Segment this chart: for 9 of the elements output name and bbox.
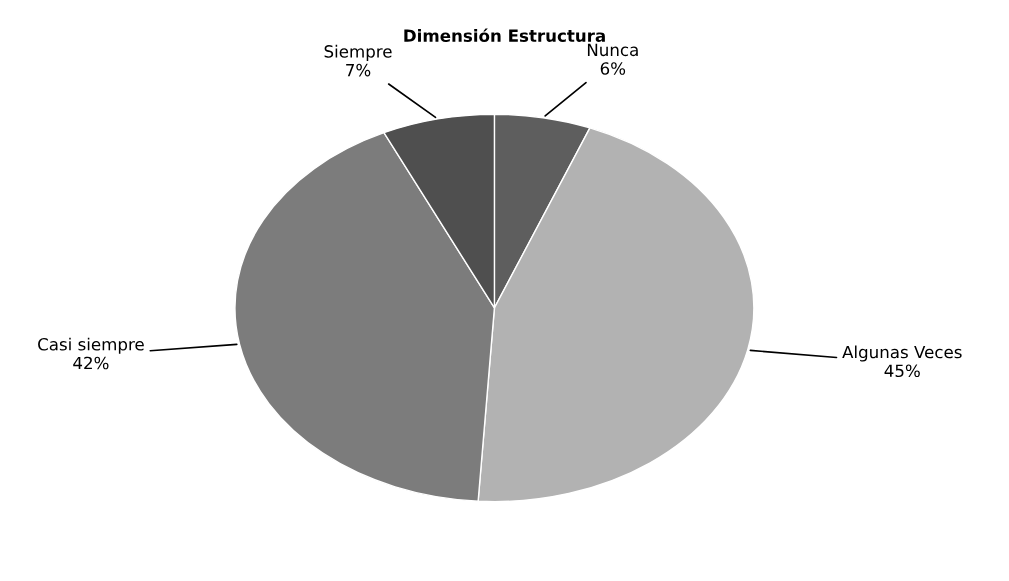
slice-label: Nunca [587,43,638,57]
data-label: 45% [884,364,920,378]
slice-label: Algunas Veces [842,345,962,362]
chart-title: Dimensión Estructura [404,28,605,42]
data-label: 42% [73,356,109,370]
slice-label: Siempre [324,44,392,61]
data-label: 7% [346,63,371,77]
data-label: 6% [600,62,626,75]
slice-label: Casi siempre [38,337,144,354]
